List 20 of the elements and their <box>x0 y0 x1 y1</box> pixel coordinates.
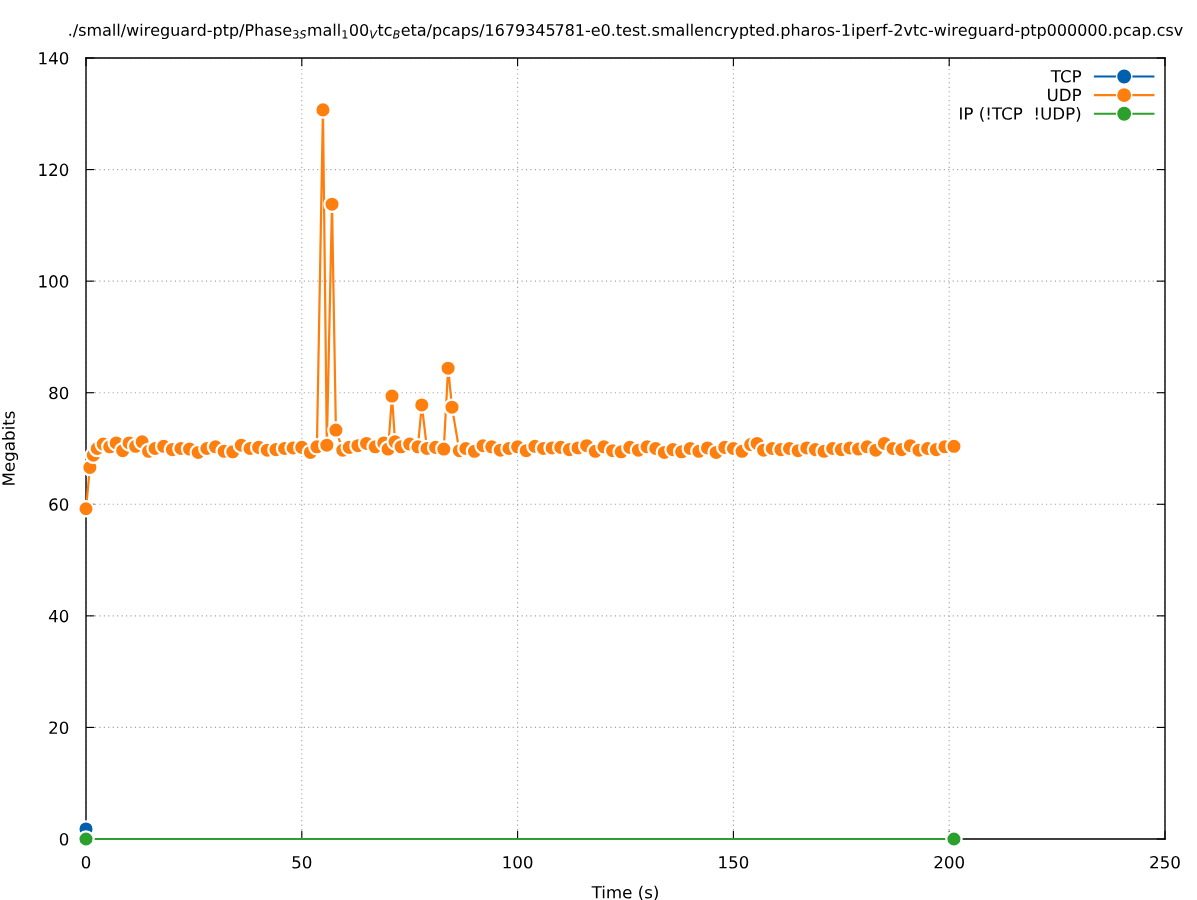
legend-label: UDP <box>1048 88 1082 102</box>
legend-label: TCP <box>1050 69 1082 83</box>
y-axis-title: Megabits <box>1 411 19 485</box>
y-tick-label: 0 <box>59 832 69 846</box>
legend-label: IP (!TCP !UDP) <box>960 106 1081 122</box>
y-tick-label: 60 <box>49 498 69 511</box>
x-tick-label: 0 <box>81 855 91 869</box>
y-tick-label: 100 <box>39 275 69 288</box>
x-tick-label: 100 <box>503 855 533 869</box>
x-tick-label: 250 <box>1150 855 1180 869</box>
y-tick-label: 20 <box>49 721 69 734</box>
y-tick-label: 140 <box>39 51 69 65</box>
y-tick-label: 120 <box>39 163 69 177</box>
y-tick-label: 40 <box>48 609 69 623</box>
x-axis-title: Time (s) <box>591 885 658 900</box>
x-tick-label: 200 <box>934 855 964 869</box>
x-tick-label: 150 <box>719 855 749 869</box>
y-tick-label: 80 <box>49 386 69 400</box>
chart-title: ./small/wireguard-ptp/Phase$_{3S}$mall$_{1}$00$_{V}$tc$_{B}$eta/pcaps/1679345781-e0.test.smallencrypted.pharos-1iperf-2vtc-wireguard-ptp000000.pcap.csv <box>69 23 1183 40</box>
x-tick-label: 50 <box>292 855 312 869</box>
